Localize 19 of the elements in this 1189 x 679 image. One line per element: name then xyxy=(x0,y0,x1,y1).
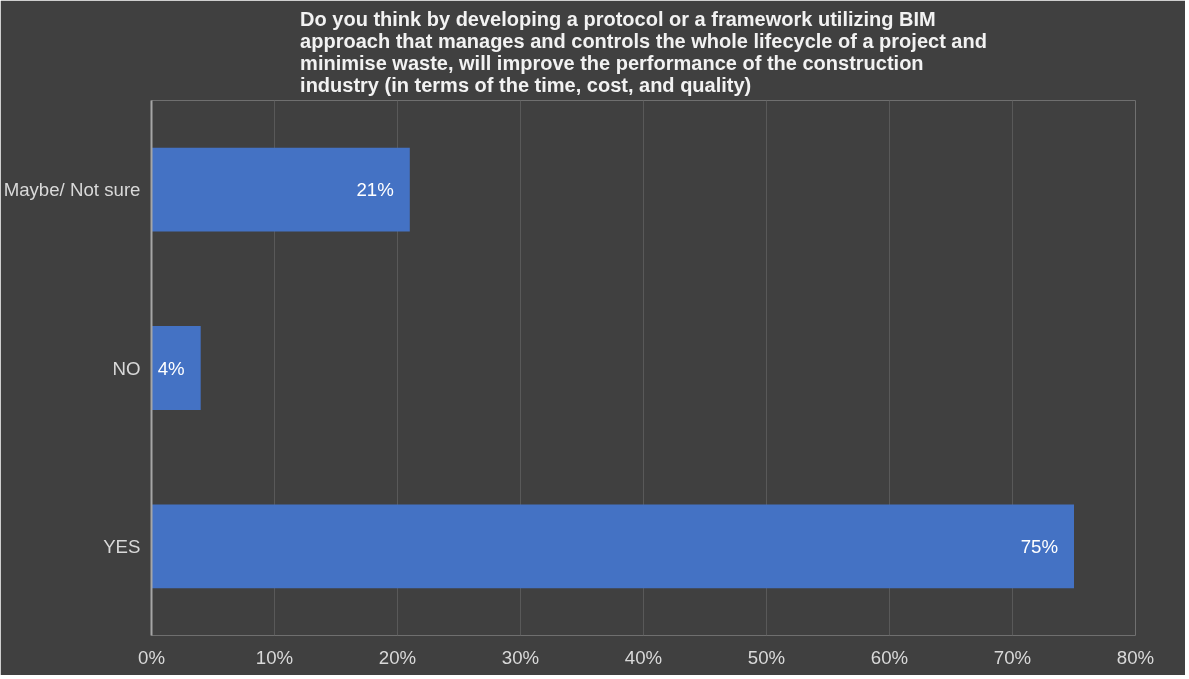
x-tick-label: 0% xyxy=(138,646,165,668)
x-tick-label: 20% xyxy=(378,646,417,668)
data-label: 4% xyxy=(157,357,185,379)
x-tick-label: 60% xyxy=(870,646,909,668)
y-tick-label: YES xyxy=(103,535,141,557)
x-tick-label: 40% xyxy=(624,646,663,668)
y-tick-label: Maybe/ Not sure xyxy=(3,179,141,201)
bar xyxy=(151,147,410,232)
data-label: 75% xyxy=(1020,535,1058,557)
x-tick-label: 30% xyxy=(501,646,540,668)
x-tick-label: 50% xyxy=(747,646,786,668)
data-label: 21% xyxy=(356,179,394,201)
y-tick-label: NO xyxy=(112,357,141,379)
x-tick-label: 80% xyxy=(1116,646,1155,668)
bar xyxy=(151,504,1074,589)
chart-title: Do you think by developing a protocol or a framework utilizing BIM approach that manages and controls the whole lifecycle of a project and minimise waste, will improve the performance of the construction industry (in terms of the time, cost, and quality) xyxy=(300,7,987,96)
bar xyxy=(151,326,201,410)
x-tick-label: 10% xyxy=(255,646,294,668)
x-tick-label: 70% xyxy=(993,646,1032,668)
